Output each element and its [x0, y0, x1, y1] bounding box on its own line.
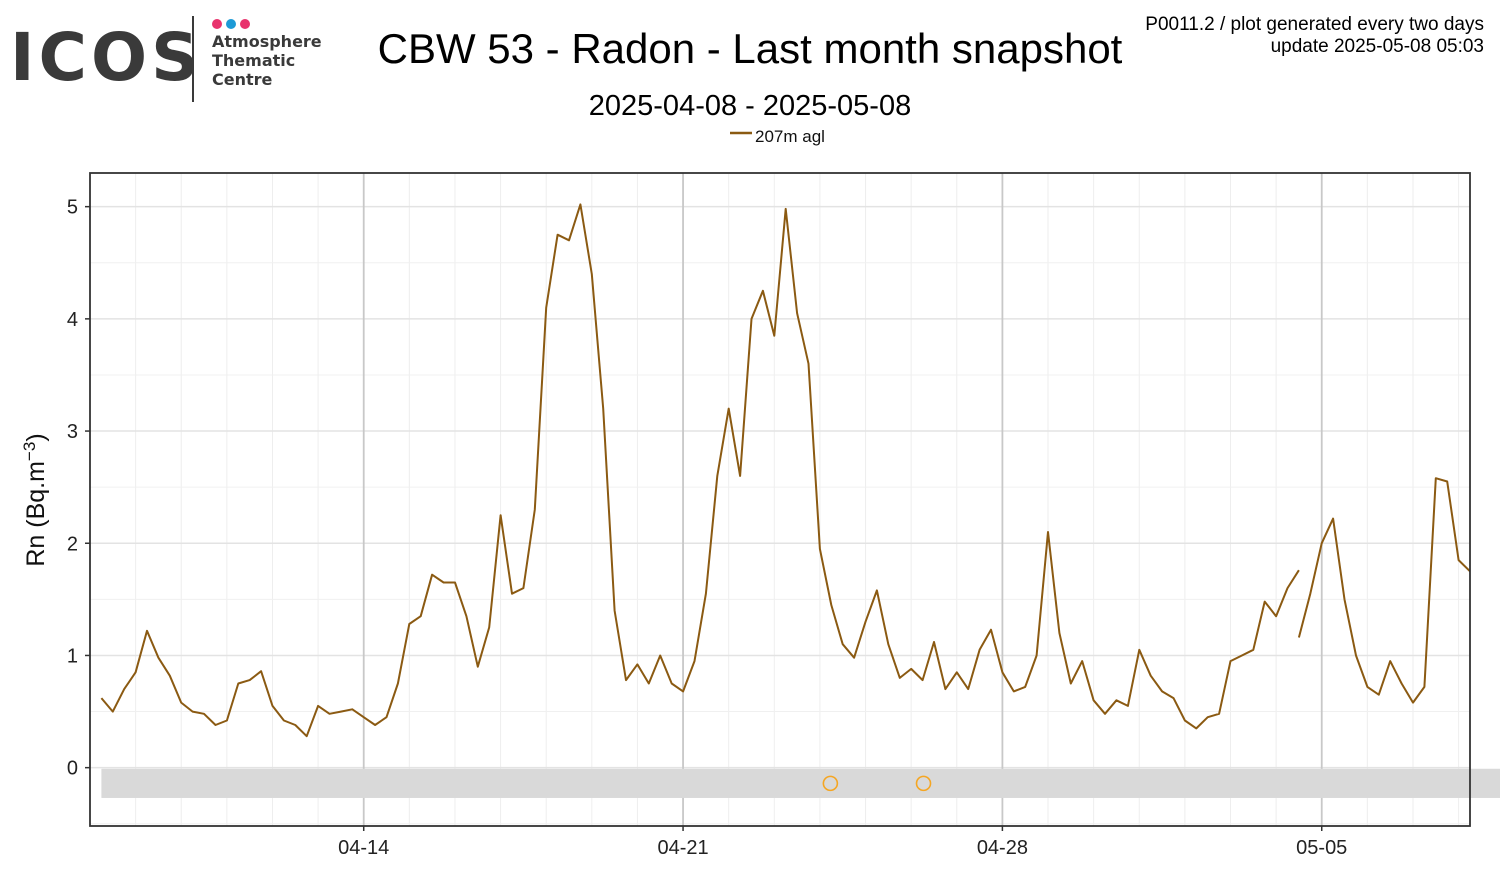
y-tick-label: 3 — [67, 421, 78, 443]
logo-subtitle: Atmosphere Thematic Centre — [212, 32, 322, 89]
flag-band — [101, 768, 1500, 798]
update-text: update 2025-05-08 05:03 — [1270, 36, 1484, 57]
icos-logo-text: ICOS — [10, 19, 203, 96]
logo-dots — [212, 16, 254, 34]
flag-marker — [915, 775, 932, 792]
series-line-207m — [100, 203, 1300, 738]
logo-dot — [240, 19, 250, 29]
chart-title-wrap: CBW 53 - Radon - Last month snapshot — [0, 25, 1500, 73]
legend-label: 207m agl — [755, 127, 825, 146]
logo-line-thematic: Thematic — [212, 51, 296, 70]
y-tick-label: 4 — [67, 309, 78, 331]
x-tick-label: 04-28 — [977, 837, 1028, 859]
series-line-207m — [1297, 477, 1471, 704]
chart-title: CBW 53 - Radon - Last month snapshot — [377, 25, 1123, 72]
plot-info: P0011.2 / plot generated every two days … — [1145, 14, 1484, 58]
y-tick-label: 5 — [67, 197, 78, 219]
y-tick-label: 2 — [67, 533, 78, 555]
y-tick-label: 0 — [67, 758, 78, 780]
logo-line-centre: Centre — [212, 70, 273, 89]
logo-dot — [226, 19, 236, 29]
chart-subtitle: 2025-04-08 - 2025-05-08 — [588, 90, 912, 122]
x-tick-label: 04-21 — [657, 837, 708, 859]
y-tick-label: 1 — [67, 645, 78, 667]
flag-marker — [822, 775, 839, 792]
x-tick-label: 04-14 — [338, 837, 389, 859]
plot-id-text: P0011.2 / plot generated every two days — [1145, 14, 1484, 35]
y-axis-label: Rn (Bq.m−3) — [20, 433, 51, 566]
logo-divider — [192, 16, 194, 102]
logo-dot — [212, 19, 222, 29]
logo-line-atmosphere: Atmosphere — [212, 32, 322, 51]
plot-frame — [89, 172, 1471, 827]
chart-subtitle-wrap: 2025-04-08 - 2025-05-08 — [0, 88, 1500, 124]
x-tick-label: 05-05 — [1296, 837, 1347, 859]
